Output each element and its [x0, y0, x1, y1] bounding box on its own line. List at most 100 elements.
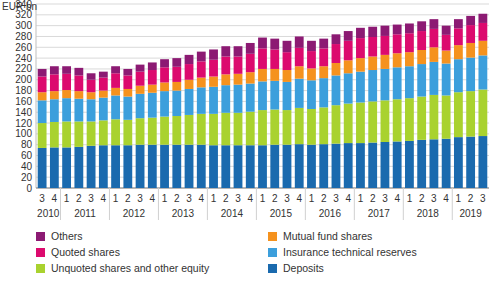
bar-segment [38, 69, 47, 77]
bar-segment [258, 38, 267, 49]
bar-segment [136, 145, 145, 188]
x-tick-label: 2 [76, 193, 82, 204]
x-tick-label: 4 [296, 193, 302, 204]
bar-segment [246, 54, 255, 72]
chart: 0204060801001201401601802002202402602803… [0, 0, 493, 306]
bar-segment [197, 78, 206, 88]
bar-segment [111, 95, 120, 119]
bar-segment [123, 75, 132, 89]
bar-segment [478, 23, 487, 41]
bar-segment [417, 64, 426, 96]
bar-segment [87, 80, 96, 92]
bar-segment [160, 117, 169, 145]
bar-segment [209, 114, 218, 145]
bar-segment [62, 66, 71, 74]
bar-segment [319, 144, 328, 188]
bar-segment [87, 146, 96, 188]
bar-segment [111, 88, 120, 96]
bar-segment [234, 145, 243, 188]
bar-segment [123, 145, 132, 188]
x-tick-label: 2 [468, 193, 474, 204]
bar-segment [185, 115, 194, 145]
y-tick-label: 240 [15, 53, 32, 64]
x-tick-label: 3 [333, 193, 339, 204]
y-tick-label: 120 [15, 118, 32, 129]
bar-segment [478, 136, 487, 188]
y-tick-label: 40 [21, 161, 33, 172]
bar-segment [172, 67, 181, 82]
bar-segment [307, 68, 316, 80]
bar-segment [74, 75, 83, 91]
bar-segment [270, 39, 279, 50]
legend-label: Quoted shares [51, 246, 120, 258]
bar-segment [344, 73, 353, 103]
bar-segment [295, 36, 304, 47]
legend-label: Unquoted shares and other equity [51, 262, 210, 274]
bar-segment [246, 43, 255, 54]
bar-segment [393, 141, 402, 188]
x-group-label: 2013 [172, 208, 195, 219]
bar-segment [295, 66, 304, 78]
bar-segment [442, 139, 451, 188]
bar-segment [270, 110, 279, 145]
bar-segment [307, 109, 316, 145]
bar-segment [332, 63, 341, 75]
bar-segment [246, 145, 255, 188]
bar-segment [148, 70, 157, 85]
bar-segment [172, 91, 181, 116]
bar-segment [478, 55, 487, 89]
bar-segment [38, 123, 47, 148]
bar-segment [319, 48, 328, 66]
grid-line [36, 14, 489, 15]
bar-segment [332, 105, 341, 143]
bar-segment [74, 147, 83, 188]
bar-segment [50, 147, 59, 188]
x-group-label: 2011 [74, 208, 96, 219]
x-tick-label: 1 [162, 193, 168, 204]
bar-segment [221, 46, 230, 56]
bar-segment [478, 14, 487, 23]
x-tick-label: 4 [247, 193, 253, 204]
bar-segment [417, 140, 426, 188]
bar-segment [368, 143, 377, 188]
x-tick-label: 2 [419, 193, 425, 204]
bar-segment [197, 114, 206, 145]
y-tick-label: 280 [15, 31, 32, 42]
bar-segment [393, 53, 402, 67]
bar-segment [332, 144, 341, 188]
x-tick-label: 1 [358, 193, 364, 204]
bar-segment [405, 141, 414, 188]
bar-segment [319, 66, 328, 78]
bar-segment [172, 116, 181, 145]
bar-segment [368, 101, 377, 142]
bar-segment [344, 41, 353, 60]
bar-segment [38, 100, 47, 123]
bar-segment [393, 99, 402, 141]
bar-segment [221, 56, 230, 74]
bar-segment [295, 144, 304, 188]
x-tick-label: 1 [113, 193, 119, 204]
bar-segment [62, 98, 71, 121]
bar-segment [123, 97, 132, 120]
bar-segment [221, 145, 230, 188]
bar-segment [111, 66, 120, 73]
bar-segment [270, 81, 279, 110]
y-tick-label: 180 [15, 85, 32, 96]
bar-segment [417, 21, 426, 31]
bar-segment [123, 69, 132, 75]
bar-segment [50, 74, 59, 91]
group-separator [109, 188, 110, 220]
bar-segment [74, 121, 83, 146]
bar-segment [319, 39, 328, 49]
x-tick-label: 4 [52, 193, 58, 204]
bar-segment [368, 70, 377, 101]
bar-segment [466, 16, 475, 25]
bar-segment [38, 77, 47, 93]
bar-segment [283, 110, 292, 145]
bar-segment [50, 99, 59, 122]
x-tick-label: 3 [235, 193, 241, 204]
bar-segment [258, 69, 267, 81]
bar-segment [221, 74, 230, 85]
bar-segment [356, 38, 365, 58]
bar-segment [429, 29, 438, 47]
